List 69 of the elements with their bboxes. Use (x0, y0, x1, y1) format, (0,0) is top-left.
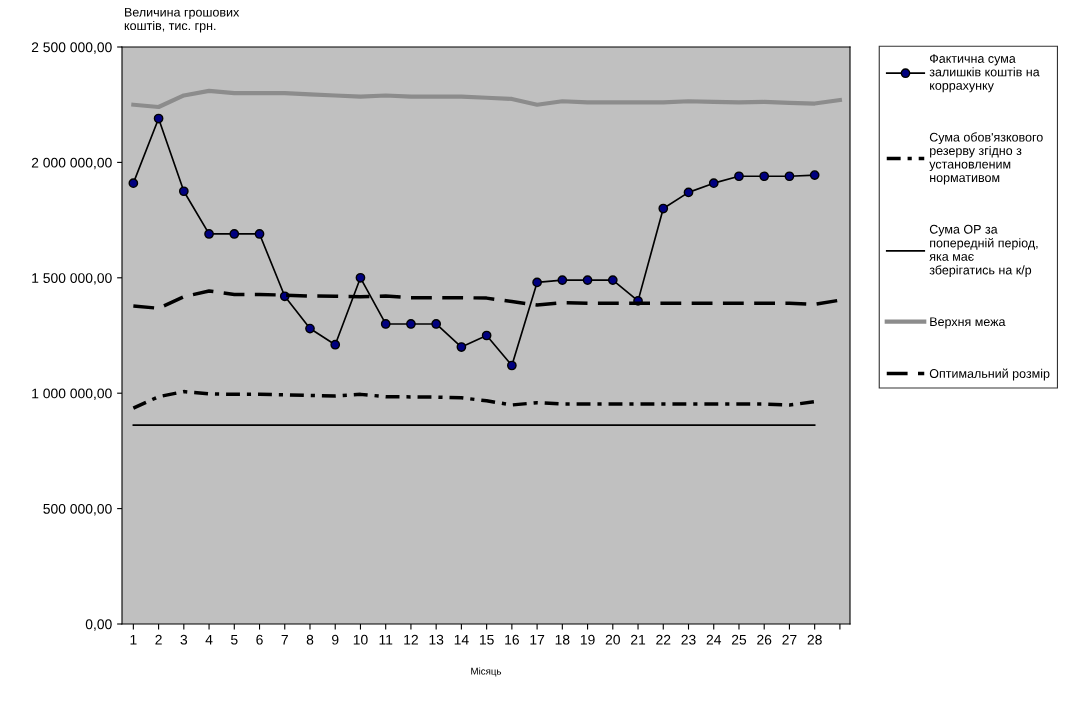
legend-label: Сума ОР за попередній період, яка має зберігатись на к/р (929, 224, 1038, 277)
point (532, 277, 542, 288)
point (431, 319, 442, 329)
legend-label: Верхня межа (930, 317, 1006, 329)
point (759, 171, 770, 182)
x-tick-label: 15 (479, 634, 494, 645)
x-tick-label: 23 (681, 634, 696, 645)
point (809, 170, 820, 180)
x-tick-label: 13 (429, 634, 444, 645)
x-tick-label: 7 (281, 634, 288, 645)
point (582, 275, 593, 285)
point (557, 275, 568, 285)
x-tick-label: 22 (656, 634, 671, 645)
x-tick-label: 24 (706, 634, 722, 645)
point (507, 360, 517, 371)
point (456, 342, 467, 352)
x-tick-label: 25 (731, 634, 747, 645)
point (254, 229, 265, 239)
x-tick-label: 2 (155, 634, 162, 645)
x-tick-label: 11 (379, 634, 393, 645)
x-axis-title: Місяць (471, 667, 502, 677)
point (128, 178, 139, 189)
x-tick-label: 3 (180, 634, 188, 645)
x-tick-label: 1 (130, 634, 137, 645)
x-tick-label: 5 (230, 634, 238, 645)
x-tick-label: 9 (332, 634, 339, 645)
point (178, 186, 189, 197)
x-tick-label: 6 (256, 634, 263, 645)
point (330, 339, 341, 350)
x-tick-label: 14 (454, 634, 469, 645)
point (153, 113, 164, 124)
x-tick-label: 10 (353, 634, 368, 645)
legend-label: Фактична сума залишків коштів на коррахунку (929, 54, 1040, 93)
y-tick-label: 2 000 000,00 (31, 157, 112, 170)
y-tick-label: 1 000 000,00 (32, 388, 112, 401)
x-tick-label: 12 (404, 634, 418, 645)
point (355, 272, 366, 283)
point (683, 187, 694, 198)
line-series (131, 88, 842, 110)
y-tick-label: 0,00 (85, 619, 112, 631)
x-tick-label: 4 (205, 634, 213, 645)
x-tick-label: 18 (555, 634, 570, 645)
x-tick-label: 16 (505, 634, 519, 645)
y-tick-label: 2 500 000,00 (31, 42, 112, 54)
y-tick-label: 500 000,00 (43, 503, 112, 516)
point (406, 319, 416, 329)
point (708, 178, 719, 189)
point (734, 171, 744, 182)
legend-label: Оптимальний розмір (929, 368, 1050, 381)
point (229, 229, 240, 239)
x-tick-label: 20 (605, 634, 620, 645)
point (380, 319, 391, 329)
point (607, 275, 618, 285)
point (481, 330, 492, 341)
x-tick-label: 19 (580, 634, 595, 645)
y-tick-label: 1 500 000,00 (32, 273, 112, 285)
point (204, 229, 214, 239)
x-tick-label: 21 (631, 634, 646, 645)
x-tick-label: 26 (757, 634, 772, 645)
legend-label: Сума обов'язкового резерву згідно з установленим нормативом (929, 132, 1043, 185)
x-tick-label: 17 (530, 634, 545, 645)
x-tick-label: 28 (807, 634, 822, 645)
y-axis-title: Величина грошових коштів, тис. грн. (124, 7, 240, 33)
x-tick-label: 8 (306, 634, 314, 645)
point (305, 323, 315, 334)
point (658, 203, 669, 214)
line-series (131, 389, 817, 410)
x-tick-label: 27 (782, 634, 797, 645)
point (784, 171, 795, 182)
